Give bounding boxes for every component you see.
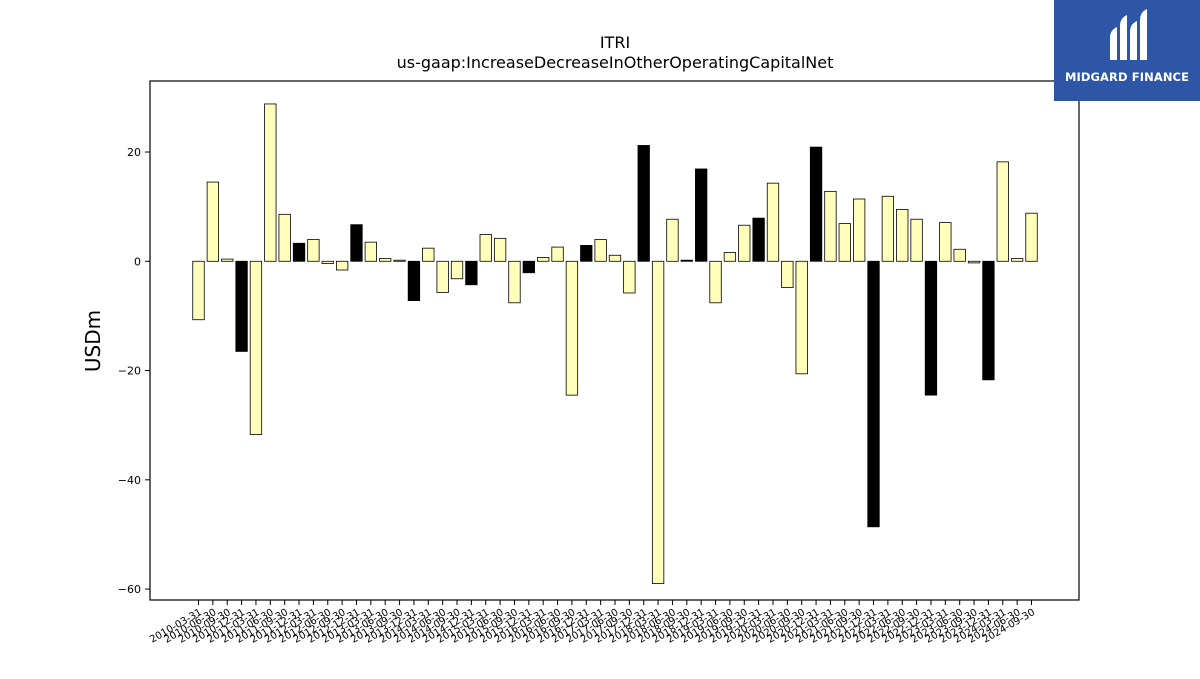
bar [436,260,449,293]
bar [738,224,751,262]
bar [939,222,952,262]
y-tick-label: 0 [134,255,141,268]
y-axis-label: USDm [81,310,105,372]
bar [651,260,665,585]
bar [867,260,880,528]
bar [393,259,406,262]
bar [307,239,320,262]
bar [896,208,909,262]
bar [838,223,851,262]
y-tick-label: −60 [118,583,141,596]
plot-frame [149,80,1080,601]
midgard-finance-logo: MIDGARD FINANCE [1054,0,1200,101]
x-axis-ticks: 2010-03-312010-06-302010-09-302010-12-31… [148,600,1037,646]
bar [795,260,808,375]
bar [278,213,291,262]
bar [824,190,837,262]
bar [422,247,435,262]
bar [623,260,636,294]
chart-subtitle: us-gaap:IncreaseDecreaseInOtherOperating… [397,53,834,72]
bar [996,161,1009,262]
bar [766,182,780,262]
bar [321,260,334,264]
bar [364,241,377,262]
bar [493,237,507,262]
bar [723,252,737,262]
y-tick-label: 20 [127,146,141,159]
y-axis-ticks: −60 −40 −20 0 20 [118,146,150,596]
bar [551,246,564,262]
bar [508,260,521,304]
bar [221,258,234,262]
bar [1025,212,1038,262]
bar [953,248,966,262]
bar [350,224,363,262]
bar [809,146,823,262]
bar [292,242,306,262]
bar [565,260,579,396]
bar [967,260,981,264]
bar [235,260,248,352]
bar [910,218,923,262]
bar [982,260,995,381]
y-tick-label: −20 [118,365,141,378]
bar [680,259,693,262]
bar [206,181,220,262]
bar [465,260,478,286]
bar [264,103,277,262]
bar [192,260,205,321]
bar [594,239,607,262]
bar [335,260,349,271]
bar [924,260,938,396]
chart-title: ITRI [600,33,630,52]
bar [695,168,708,262]
bar [637,145,650,262]
bar [479,234,492,262]
bar [881,195,895,262]
bar [709,260,722,304]
y-tick-label: −40 [118,474,141,487]
bar [853,198,866,262]
bars-group [192,103,1038,585]
logo-text: MIDGARD FINANCE [1064,70,1190,84]
bar [249,260,263,435]
bar [407,260,421,302]
bar [781,260,794,288]
bar [379,258,392,262]
bar [608,254,622,262]
bar [580,245,593,262]
bar [522,260,535,274]
bar [666,218,679,262]
bar [450,260,464,280]
bar [1010,258,1024,262]
bar [537,257,550,262]
midgard-logo-icon [1110,9,1147,60]
bar [752,217,765,262]
